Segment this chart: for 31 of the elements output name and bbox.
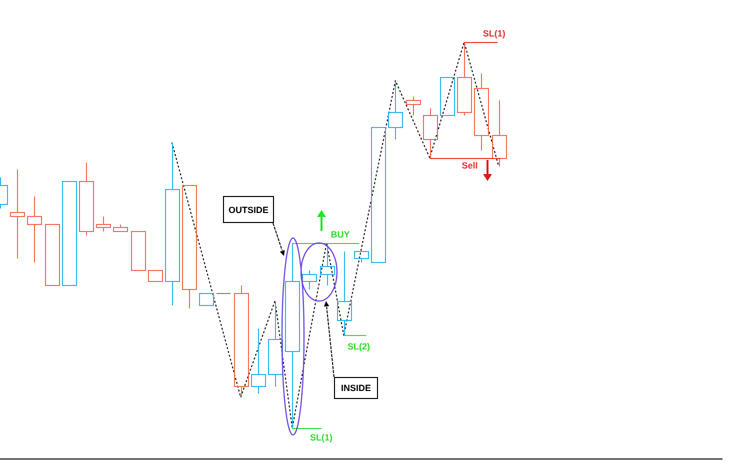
candlestick <box>457 42 472 116</box>
candlestick <box>423 108 438 159</box>
candlestick <box>337 251 352 336</box>
annotation: INSIDE <box>334 377 378 399</box>
candlestick <box>96 216 111 232</box>
candlestick <box>131 231 146 271</box>
candlestick <box>199 293 214 306</box>
annotation: OUTSIDE <box>223 196 274 223</box>
candlestick <box>406 96 421 116</box>
ref-line-label: SL(1) <box>310 432 332 442</box>
candlestick <box>440 77 455 116</box>
candlestick <box>492 100 507 167</box>
ref-line-label: Sell <box>462 160 478 170</box>
ref-line-label: BUY <box>330 229 350 240</box>
candlestick <box>62 181 77 286</box>
candlestick <box>27 196 42 263</box>
candlestick <box>182 185 197 309</box>
candlestick <box>251 328 266 394</box>
candlestick <box>474 73 489 151</box>
candlestick <box>79 162 94 236</box>
candlestick <box>388 81 403 140</box>
candlestick <box>320 243 335 286</box>
candlestick <box>165 142 180 306</box>
candlestick <box>371 127 386 263</box>
candlestick <box>148 270 163 282</box>
ref-line-label: SL(2) <box>348 341 370 352</box>
candlestick <box>234 285 249 398</box>
candlestick <box>10 169 25 259</box>
candlestick <box>302 270 317 290</box>
ref-line-label: SL(1) <box>482 28 506 38</box>
candlestick <box>45 224 60 286</box>
